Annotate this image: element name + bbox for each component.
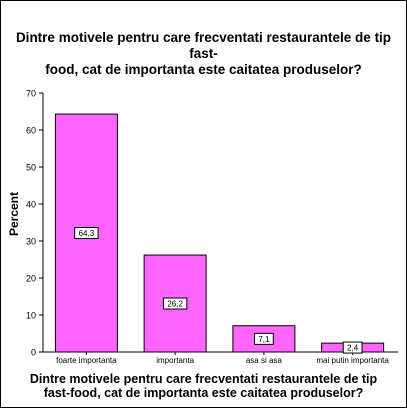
data-label-box bbox=[162, 297, 188, 310]
y-tick-label: 0 bbox=[31, 348, 36, 358]
y-tick-label: 10 bbox=[26, 311, 36, 321]
x-tick-label: foarte importanta bbox=[56, 356, 117, 365]
data-label-box bbox=[74, 227, 99, 240]
x-tick-label: asa si asa bbox=[246, 356, 283, 365]
x-tick-label: mai putin importanta bbox=[316, 356, 389, 365]
y-tick-label: 30 bbox=[26, 237, 36, 247]
data-label: 2,4 bbox=[347, 344, 359, 353]
y-tick-label: 60 bbox=[26, 126, 36, 136]
data-label-box bbox=[342, 341, 363, 354]
chart-title: Dintre motivele pentru care frecventati … bbox=[15, 30, 392, 77]
x-tick-label: importanta bbox=[156, 356, 194, 365]
data-label: 7,1 bbox=[258, 335, 270, 344]
y-tick-label: 70 bbox=[26, 89, 36, 99]
x-axis-label: Dintre motivele pentru care frecventati … bbox=[29, 372, 378, 400]
data-label-box bbox=[253, 332, 274, 345]
y-tick-label: 50 bbox=[26, 163, 36, 173]
data-label: 64,3 bbox=[79, 229, 95, 238]
y-tick-label: 40 bbox=[26, 200, 36, 210]
data-label: 26,2 bbox=[167, 300, 183, 309]
y-tick-label: 20 bbox=[26, 274, 36, 284]
